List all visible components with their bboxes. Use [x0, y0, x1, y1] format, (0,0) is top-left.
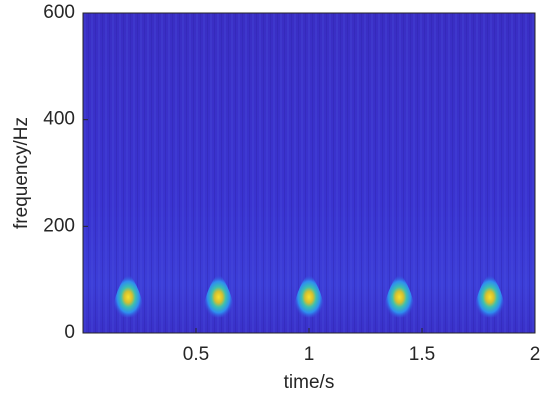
x-tick-label: 1.5 — [409, 344, 435, 365]
y-tick-label: 400 — [43, 109, 75, 130]
y-tick-label: 200 — [43, 215, 75, 236]
peak — [112, 272, 145, 318]
peak — [202, 272, 235, 318]
y-axis-label: frequency/Hz — [11, 117, 32, 229]
x-tick-label: 2 — [530, 344, 541, 365]
peak — [383, 272, 416, 318]
peak — [293, 272, 325, 318]
x-tick-label: 1 — [304, 344, 315, 365]
x-tick-label: 0.5 — [183, 344, 209, 365]
x-axis-label: time/s — [284, 372, 335, 393]
y-tick-label: 0 — [64, 322, 75, 343]
marks — [112, 272, 506, 318]
y-tick-label: 600 — [43, 2, 75, 23]
peak — [473, 272, 506, 318]
